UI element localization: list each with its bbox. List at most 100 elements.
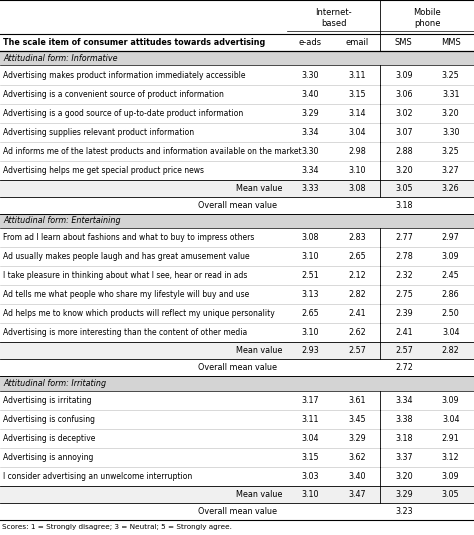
Text: 3.12: 3.12	[442, 453, 459, 462]
Bar	[0, 0, 474, 34]
Text: Advertising is a good source of up-to-date product information: Advertising is a good source of up-to-da…	[3, 109, 244, 118]
Text: 2.41: 2.41	[395, 328, 413, 337]
Bar	[0, 142, 474, 160]
Text: 2.82: 2.82	[348, 291, 366, 299]
Bar	[0, 123, 474, 142]
Text: Advertising is deceptive: Advertising is deceptive	[3, 434, 96, 443]
Text: 3.15: 3.15	[301, 453, 319, 462]
Text: 2.78: 2.78	[395, 252, 413, 261]
Bar	[0, 247, 474, 266]
Text: e-ads: e-ads	[299, 38, 322, 47]
Text: 2.57: 2.57	[348, 346, 366, 355]
Text: 3.23: 3.23	[395, 507, 413, 516]
Text: Advertising is a convenient source of product information: Advertising is a convenient source of pr…	[3, 89, 224, 98]
Bar	[0, 467, 474, 486]
Text: 2.75: 2.75	[395, 291, 413, 299]
Text: 3.10: 3.10	[301, 328, 319, 337]
Bar	[0, 520, 474, 535]
Bar	[0, 285, 474, 304]
Text: 3.40: 3.40	[348, 472, 366, 481]
Bar	[0, 304, 474, 323]
Text: 2.97: 2.97	[442, 233, 460, 242]
Text: 2.83: 2.83	[348, 233, 366, 242]
Bar	[0, 180, 474, 197]
Text: 3.33: 3.33	[301, 184, 319, 193]
Text: 2.77: 2.77	[395, 233, 413, 242]
Text: 3.20: 3.20	[442, 109, 459, 118]
Text: 3.29: 3.29	[395, 490, 413, 499]
Text: Attitudinal form: Informative: Attitudinal form: Informative	[3, 54, 118, 63]
Text: 3.05: 3.05	[395, 184, 413, 193]
Text: 3.14: 3.14	[348, 109, 366, 118]
Text: 3.45: 3.45	[348, 415, 366, 424]
Bar	[0, 197, 474, 213]
Text: 3.25: 3.25	[442, 71, 460, 80]
Bar	[0, 410, 474, 429]
Text: 3.04: 3.04	[301, 434, 319, 443]
Text: 3.09: 3.09	[395, 71, 413, 80]
Text: 2.88: 2.88	[395, 147, 413, 156]
Text: 3.10: 3.10	[301, 490, 319, 499]
Text: 3.06: 3.06	[395, 89, 412, 98]
Text: 3.30: 3.30	[442, 128, 459, 136]
Text: Mobile: Mobile	[413, 9, 441, 18]
Text: Ad helps me to know which products will reflect my unique personality: Ad helps me to know which products will …	[3, 309, 275, 318]
Text: Mean value: Mean value	[236, 184, 282, 193]
Text: 3.05: 3.05	[442, 490, 459, 499]
Bar	[0, 391, 474, 410]
Text: 3.04: 3.04	[348, 128, 366, 136]
Text: 3.11: 3.11	[348, 71, 366, 80]
Text: 3.31: 3.31	[442, 89, 459, 98]
Text: 3.13: 3.13	[301, 291, 319, 299]
Text: 3.62: 3.62	[348, 453, 366, 462]
Text: 3.15: 3.15	[348, 89, 366, 98]
Bar	[0, 448, 474, 467]
Bar	[0, 51, 474, 65]
Text: 3.27: 3.27	[442, 166, 460, 174]
Text: Scores: 1 = Strongly disagree; 3 = Neutral; 5 = Strongly agree.: Scores: 1 = Strongly disagree; 3 = Neutr…	[2, 524, 232, 531]
Text: 3.11: 3.11	[301, 415, 319, 424]
Text: I take pleasure in thinking about what I see, hear or read in ads: I take pleasure in thinking about what I…	[3, 271, 248, 280]
Bar	[0, 85, 474, 104]
Text: 2.62: 2.62	[348, 328, 366, 337]
Bar	[0, 342, 474, 360]
Text: 3.61: 3.61	[348, 396, 366, 405]
Text: 3.10: 3.10	[301, 252, 319, 261]
Text: Ad informs me of the latest products and information available on the market: Ad informs me of the latest products and…	[3, 147, 302, 156]
Bar	[0, 104, 474, 123]
Text: Mean value: Mean value	[236, 346, 282, 355]
Text: 3.37: 3.37	[395, 453, 413, 462]
Bar	[0, 486, 474, 503]
Bar	[0, 323, 474, 342]
Text: 3.30: 3.30	[301, 71, 319, 80]
Text: Overall mean value: Overall mean value	[198, 201, 276, 210]
Text: 3.34: 3.34	[301, 128, 319, 136]
Text: 3.08: 3.08	[301, 233, 319, 242]
Text: Overall mean value: Overall mean value	[198, 507, 276, 516]
Text: 3.18: 3.18	[395, 201, 412, 210]
Bar	[0, 65, 474, 85]
Text: I consider advertising an unwelcome interruption: I consider advertising an unwelcome inte…	[3, 472, 192, 481]
Text: Advertising supplies relevant product information: Advertising supplies relevant product in…	[3, 128, 194, 136]
Text: phone: phone	[414, 19, 440, 28]
Text: 2.51: 2.51	[301, 271, 319, 280]
Text: Advertising helps me get special product price news: Advertising helps me get special product…	[3, 166, 204, 174]
Text: 3.03: 3.03	[301, 472, 319, 481]
Text: 3.04: 3.04	[442, 328, 459, 337]
Bar	[0, 34, 474, 51]
Text: Advertising is annoying: Advertising is annoying	[3, 453, 94, 462]
Bar	[0, 360, 474, 376]
Text: 2.65: 2.65	[301, 309, 319, 318]
Text: 3.04: 3.04	[442, 415, 459, 424]
Text: 3.25: 3.25	[442, 147, 460, 156]
Text: 3.30: 3.30	[301, 147, 319, 156]
Text: Overall mean value: Overall mean value	[198, 363, 276, 372]
Text: 3.20: 3.20	[395, 166, 413, 174]
Text: 3.17: 3.17	[301, 396, 319, 405]
Text: Advertising is confusing: Advertising is confusing	[3, 415, 95, 424]
Text: 3.29: 3.29	[348, 434, 366, 443]
Text: SMS: SMS	[395, 38, 413, 47]
Text: Ad tells me what people who share my lifestyle will buy and use: Ad tells me what people who share my lif…	[3, 291, 250, 299]
Text: Advertising is irritating: Advertising is irritating	[3, 396, 92, 405]
Text: 3.29: 3.29	[301, 109, 319, 118]
